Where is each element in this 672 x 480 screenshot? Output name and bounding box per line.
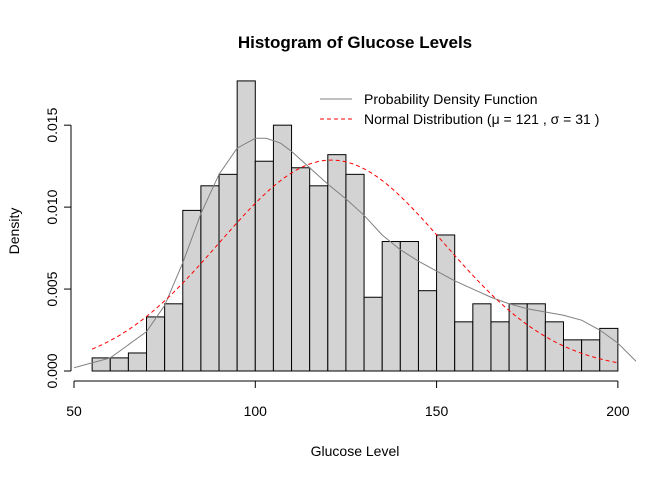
- histogram-bar-9: [254, 160, 274, 372]
- histogram-bar-23: [508, 303, 528, 372]
- legend: Probability Density Function Normal Dist…: [320, 91, 599, 127]
- histogram-bar-8: [236, 80, 256, 372]
- y-axis: 0.000 0.005 0.010 0.015: [44, 107, 72, 389]
- histogram-bar-26: [562, 339, 583, 372]
- histogram-bar-2: [127, 352, 148, 372]
- histogram-bar-7: [218, 173, 238, 372]
- legend-label-normal: Normal Distribution (μ = 121 , σ = 31 ): [364, 111, 599, 127]
- x-axis-label: Glucose Level: [311, 443, 400, 459]
- y-axis-label: Density: [6, 208, 22, 255]
- x-tick-label-1: 100: [244, 403, 268, 419]
- histogram-bar-13: [327, 154, 347, 372]
- legend-label-pdf: Probability Density Function: [364, 91, 538, 107]
- histogram-bar-14: [345, 173, 365, 372]
- x-tick-label-0: 50: [66, 403, 82, 419]
- histogram-bars: [91, 80, 619, 372]
- x-tick-label-2: 150: [425, 403, 449, 419]
- pdf-curve: [74, 137, 636, 369]
- histogram-bar-17: [399, 241, 419, 372]
- histogram-bar-20: [454, 321, 474, 372]
- histogram-bar-12: [309, 185, 329, 372]
- histogram-bar-25: [544, 321, 564, 372]
- histogram-bar-18: [417, 290, 438, 372]
- histogram-bar-6: [200, 185, 220, 372]
- histogram-bar-11: [291, 167, 311, 372]
- density-curves: [74, 137, 636, 369]
- y-tick-label-0: 0.000: [44, 353, 60, 388]
- histogram-bar-21: [472, 303, 492, 372]
- histogram-bar-24: [526, 303, 546, 372]
- histogram-bar-5: [182, 209, 202, 372]
- x-axis: 50 100 150 200: [66, 380, 630, 419]
- histogram-bar-19: [436, 234, 456, 372]
- histogram-bar-1: [109, 357, 129, 372]
- histogram-bar-27: [581, 339, 601, 372]
- x-tick-label-3: 200: [606, 403, 630, 419]
- histogram-bar-22: [490, 321, 510, 372]
- y-tick-label-1: 0.005: [44, 271, 60, 306]
- histogram-bar-28: [599, 327, 619, 372]
- normal-curve: [91, 159, 618, 364]
- histogram-bar-3: [146, 316, 166, 372]
- histogram-bar-4: [164, 303, 184, 372]
- y-tick-label-2: 0.010: [44, 189, 60, 224]
- y-tick-label-3: 0.015: [44, 107, 60, 142]
- histogram-bar-15: [363, 296, 383, 372]
- histogram-bar-10: [272, 124, 293, 372]
- histogram-bar-16: [381, 241, 401, 372]
- chart-title: Histogram of Glucose Levels: [238, 33, 472, 52]
